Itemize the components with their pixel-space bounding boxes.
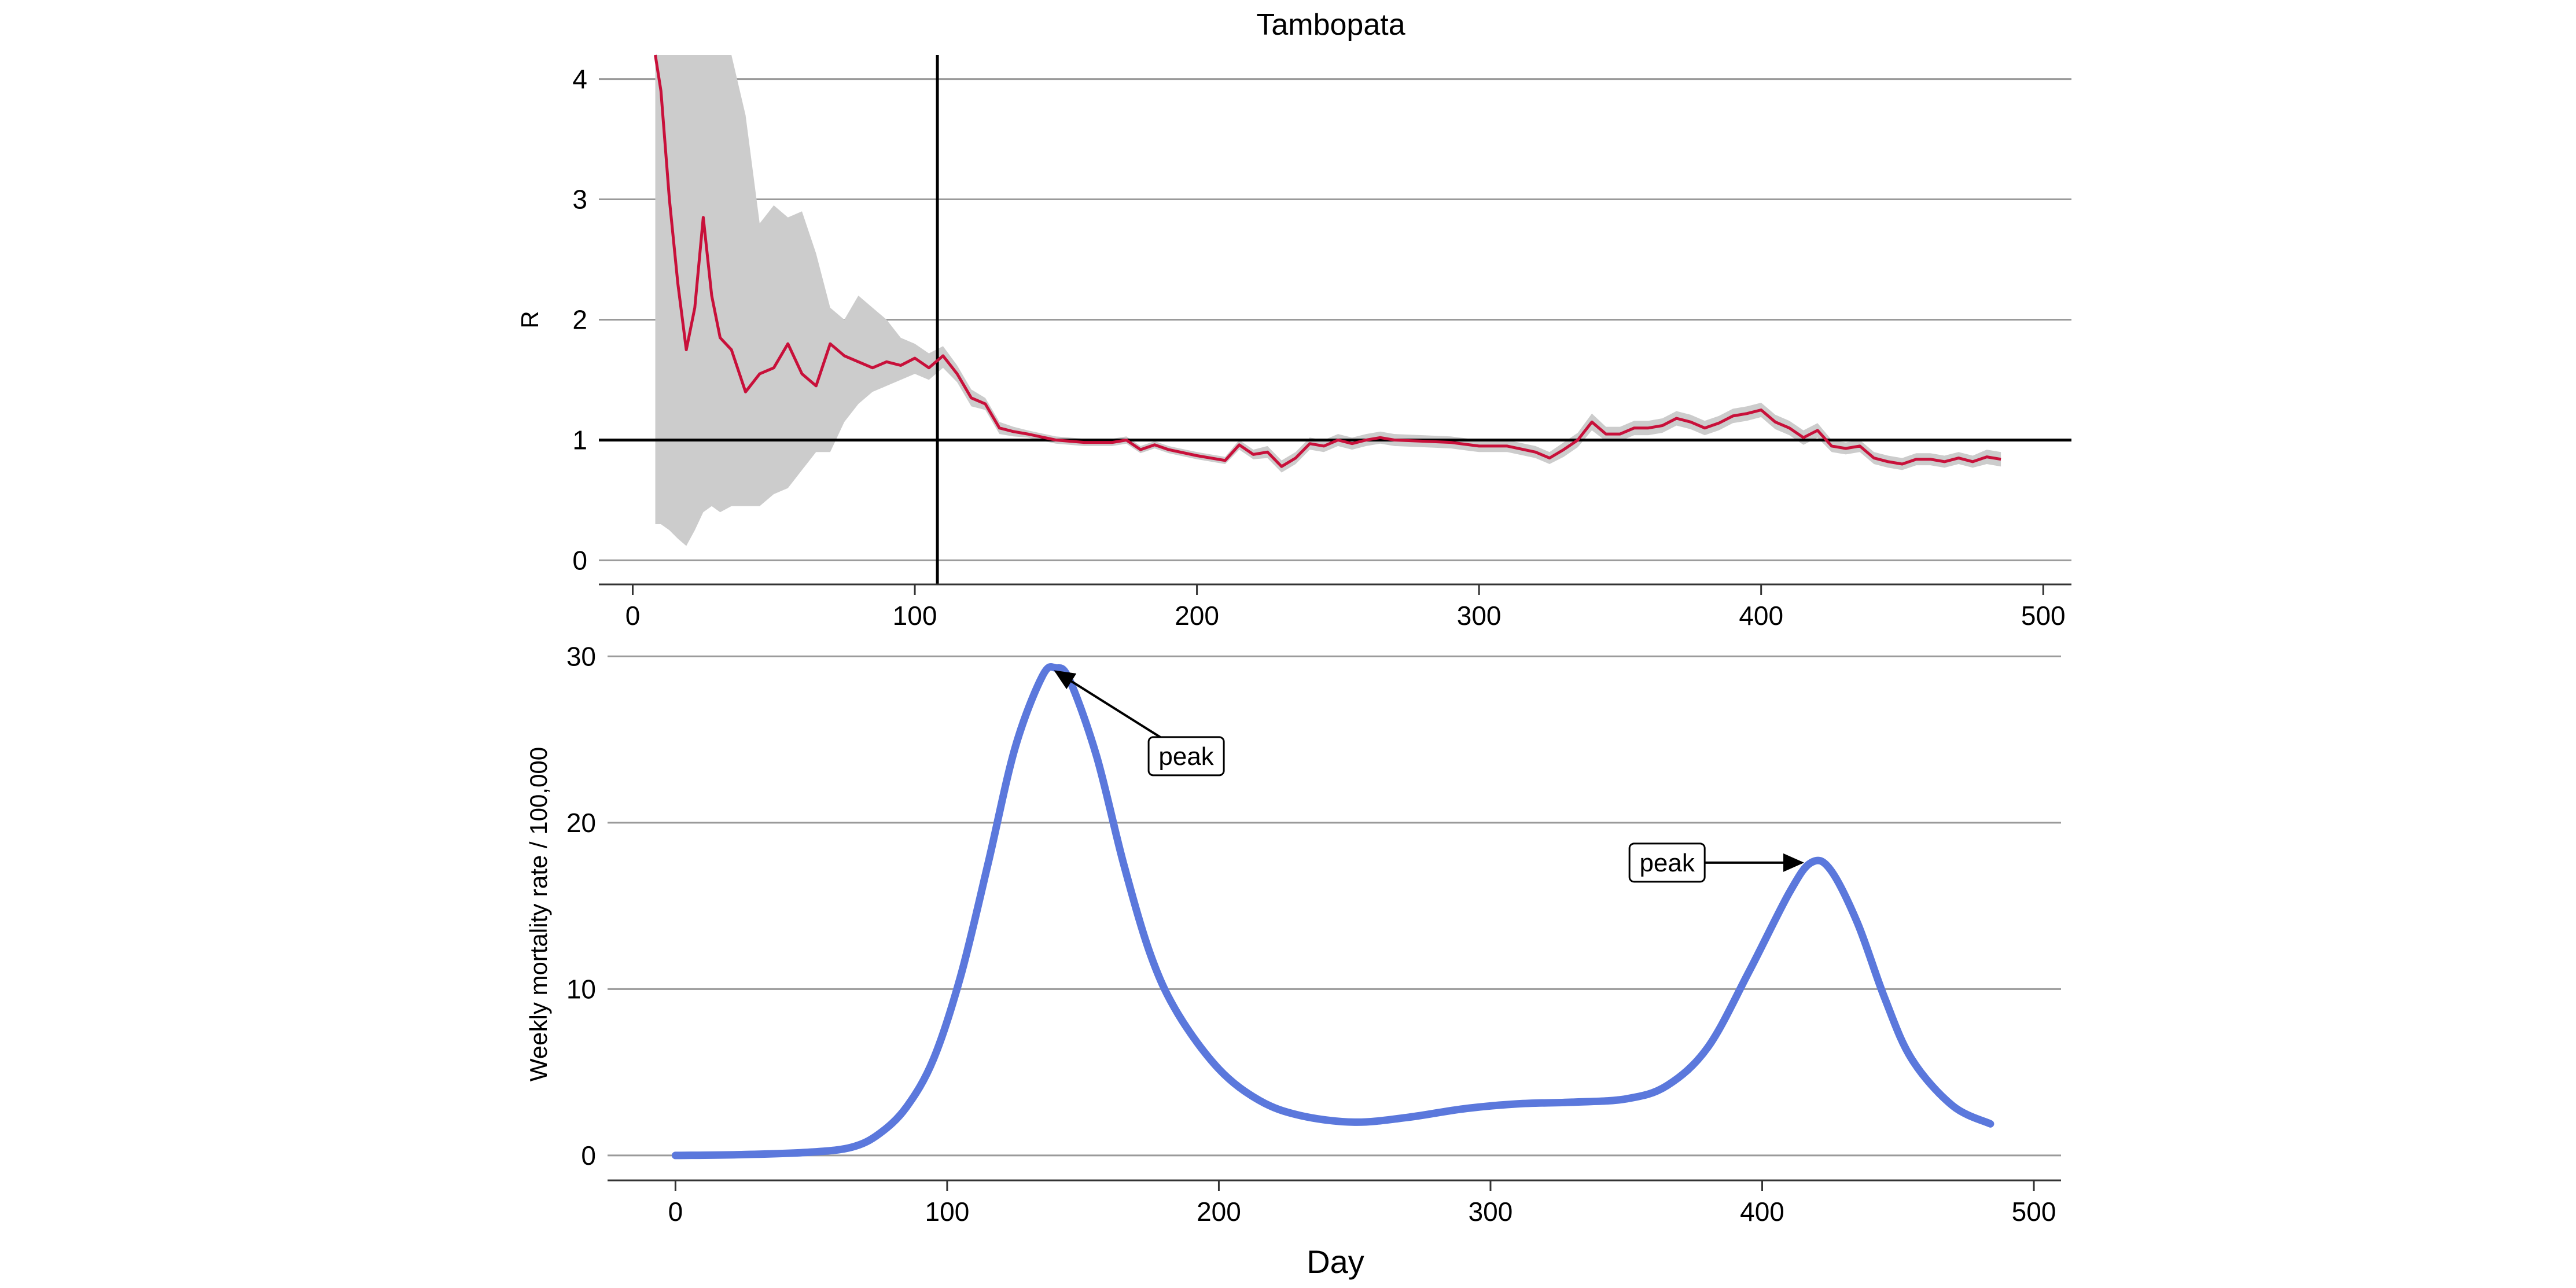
r-chart: 0 1 2 3 4 0 100 200 300 400 500 R [516,54,2071,631]
mortality-y-tick-label: 10 [566,974,596,1004]
mortality-x-tick-label: 0 [668,1197,683,1227]
peak-label: peak [1158,742,1214,771]
r-y-tick-label: 3 [572,185,587,215]
figure-title: Tambopata [1256,8,1405,42]
mortality-series-line [671,663,1994,1160]
r-chart-x-tick-labels: 0 100 200 300 400 500 [625,584,2066,631]
peak-arrow [1054,670,1161,738]
r-chart-y-tick-labels: 0 1 2 3 4 [572,64,587,576]
mortality-x-tick-label: 200 [1197,1197,1241,1227]
r-y-tick-label: 2 [572,305,587,335]
mortality-y-tick-label: 30 [566,641,596,671]
peak-label-box [1628,842,1706,883]
r-x-tick-label: 0 [625,601,641,631]
mortality-chart: 0 10 20 30 0 100 200 300 400 500 peak peak Weekly… [525,641,2061,1227]
mortality-y-tick-label: 20 [566,808,596,838]
r-x-tick-label: 100 [893,601,937,631]
peak-label: peak [1639,849,1695,877]
peak-label-box [1147,736,1225,777]
mortality-chart-x-tick-labels: 0 100 200 300 400 500 [668,1180,2056,1227]
r-x-tick-label: 500 [2021,601,2066,631]
mortality-x-tick-label: 400 [1740,1197,1784,1227]
r-y-tick-label: 1 [572,425,587,455]
r-x-tick-label: 400 [1739,601,1783,631]
r-y-tick-label: 4 [572,64,587,94]
r-confidence-band [655,55,2001,546]
r-x-tick-label: 200 [1175,601,1219,631]
mortality-chart-y-axis-label: Weekly mortality rate / 100,000 [525,747,552,1081]
peak-annotations: peak peak [1054,670,1805,883]
r-y-tick-label: 0 [572,545,587,575]
mortality-x-tick-label: 300 [1469,1197,1513,1227]
r-chart-y-axis-label: R [516,311,543,328]
mortality-x-tick-label: 500 [2012,1197,2056,1227]
mortality-chart-gridlines [608,655,2061,1157]
r-series-line [654,54,2001,468]
mortality-x-tick-label: 100 [925,1197,970,1227]
mortality-chart-y-tick-labels: 0 10 20 30 [566,641,596,1171]
mortality-y-tick-label: 0 [581,1140,596,1171]
r-x-tick-label: 300 [1457,601,1502,631]
x-axis-label: Day [1307,1243,1364,1280]
